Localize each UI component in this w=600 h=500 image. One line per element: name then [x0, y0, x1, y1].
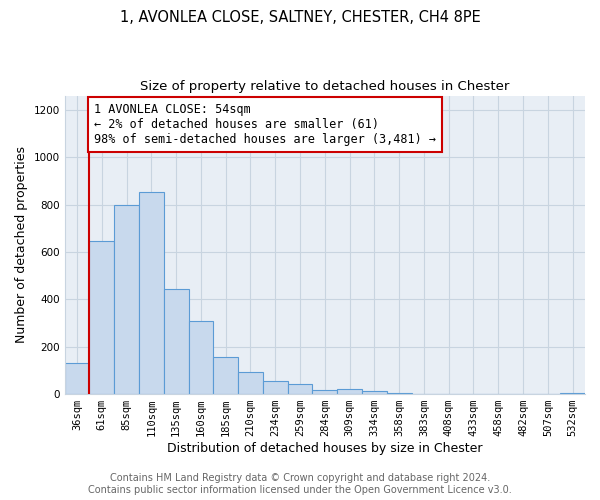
Bar: [114, 204, 139, 394]
Bar: [362, 391, 387, 394]
Text: 1 AVONLEA CLOSE: 54sqm
← 2% of detached houses are smaller (61)
98% of semi-deta: 1 AVONLEA CLOSE: 54sqm ← 2% of detached …: [94, 102, 436, 146]
Bar: [263, 381, 287, 394]
Bar: [214, 356, 238, 394]
X-axis label: Distribution of detached houses by size in Chester: Distribution of detached houses by size …: [167, 442, 482, 455]
Bar: [238, 372, 263, 394]
Bar: [287, 384, 313, 394]
Text: Contains HM Land Registry data © Crown copyright and database right 2024.
Contai: Contains HM Land Registry data © Crown c…: [88, 474, 512, 495]
Bar: [337, 389, 362, 394]
Title: Size of property relative to detached houses in Chester: Size of property relative to detached ho…: [140, 80, 509, 93]
Bar: [188, 320, 214, 394]
Bar: [560, 393, 585, 394]
Bar: [313, 390, 337, 394]
Text: 1, AVONLEA CLOSE, SALTNEY, CHESTER, CH4 8PE: 1, AVONLEA CLOSE, SALTNEY, CHESTER, CH4 …: [119, 10, 481, 25]
Bar: [387, 393, 412, 394]
Bar: [89, 242, 114, 394]
Bar: [164, 288, 188, 394]
Y-axis label: Number of detached properties: Number of detached properties: [15, 146, 28, 344]
Bar: [65, 364, 89, 394]
Bar: [139, 192, 164, 394]
